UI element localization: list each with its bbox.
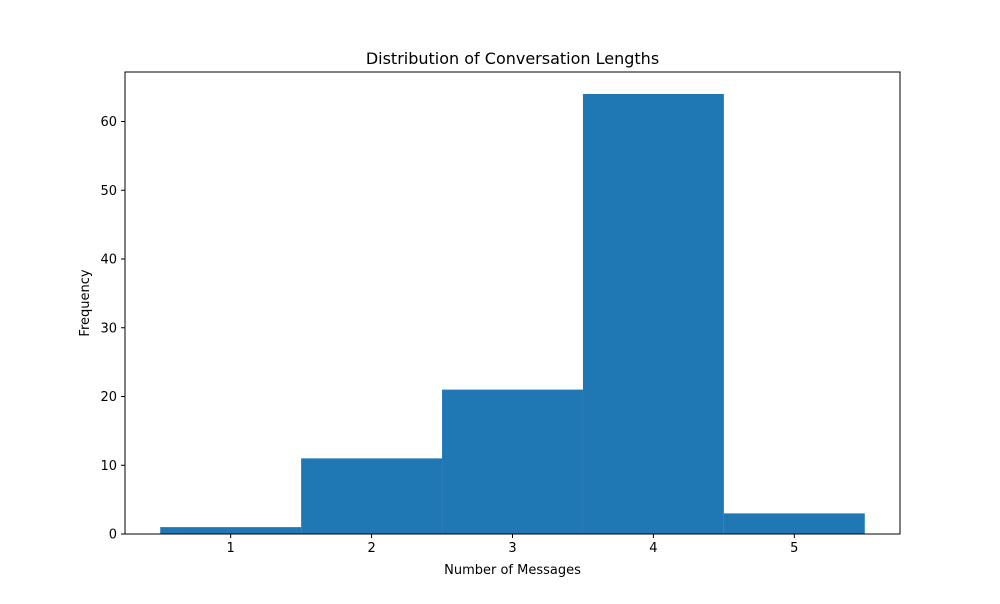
x-tick-label: 1	[227, 541, 235, 556]
bar-1	[160, 527, 302, 534]
x-tick-label: 4	[649, 541, 657, 556]
chart-title: Distribution of Conversation Lengths	[366, 49, 659, 68]
y-tick-label: 60	[100, 115, 117, 130]
y-axis-ticks: 0 10 20 30 40 50 60	[100, 115, 125, 543]
y-tick-label: 20	[100, 390, 117, 405]
bar-2	[301, 458, 443, 534]
y-tick-label: 10	[100, 459, 117, 474]
bar-5	[723, 513, 865, 534]
y-tick-label: 50	[100, 184, 117, 199]
y-tick-label: 30	[100, 321, 117, 336]
bars-group	[160, 94, 865, 534]
x-tick-label: 5	[790, 541, 798, 556]
y-tick-label: 0	[109, 528, 117, 543]
x-axis-label: Number of Messages	[444, 563, 581, 578]
bar-4	[582, 94, 724, 534]
x-tick-label: 3	[508, 541, 516, 556]
x-tick-label: 2	[367, 541, 375, 556]
x-axis-ticks: 1 2 3 4 5	[227, 534, 798, 556]
y-axis-label: Frequency	[78, 269, 93, 336]
y-tick-label: 40	[100, 253, 117, 268]
bar-3	[442, 389, 583, 534]
